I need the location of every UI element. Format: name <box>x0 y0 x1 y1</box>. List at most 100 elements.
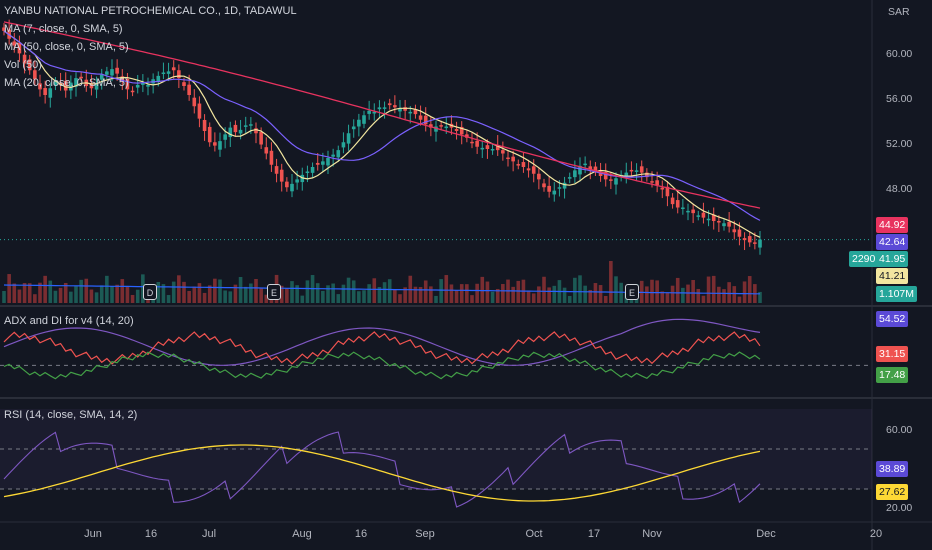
volume-bar <box>120 279 125 303</box>
main-legend: YANBU NATIONAL PETROCHEMICAL CO., 1D, TA… <box>4 2 297 92</box>
volume-bar <box>393 289 397 303</box>
candle <box>531 166 536 174</box>
volume-bar <box>48 280 53 303</box>
volume-bar <box>722 289 726 303</box>
volume-bar <box>218 279 222 303</box>
candle <box>747 236 752 243</box>
volume-bar <box>7 274 11 303</box>
volume-bar <box>418 287 423 303</box>
volume-bar <box>207 285 212 303</box>
candle <box>279 169 284 182</box>
volume-bar <box>372 278 377 303</box>
volume-bar <box>485 281 490 303</box>
volume-bar <box>326 285 330 303</box>
volume-bar <box>490 291 495 303</box>
price-tick: 48.00 <box>886 183 913 195</box>
candle <box>331 154 335 157</box>
time-label: Sep <box>415 528 435 540</box>
volume-bar <box>619 282 623 303</box>
volume-bar <box>562 287 567 303</box>
candle <box>475 140 479 147</box>
volume-bar <box>228 291 233 303</box>
symbol-title[interactable]: YANBU NATIONAL PETROCHEMICAL CO., 1D, TA… <box>4 5 297 17</box>
candle <box>681 207 685 209</box>
candle <box>588 166 593 170</box>
volume-bar <box>511 286 515 303</box>
volume-bar <box>213 278 217 303</box>
candle <box>135 84 140 88</box>
rsi-title[interactable]: RSI (14, close, SMA, 14, 2) <box>4 409 138 421</box>
candle <box>753 242 757 244</box>
earnings-marker[interactable]: E <box>625 284 639 300</box>
earnings-marker[interactable]: E <box>267 284 281 300</box>
volume-bar <box>459 284 464 303</box>
volume-bar <box>475 283 479 303</box>
candle <box>2 27 6 31</box>
volume-bar <box>655 280 659 303</box>
volume-bar <box>89 289 94 303</box>
volume-bar <box>141 274 145 303</box>
indicator-ma50[interactable]: MA (50, close, 0, SMA, 5) <box>4 41 129 53</box>
di-minus-badge: 31.15 <box>876 346 909 362</box>
ma20-line <box>3 30 761 221</box>
candle <box>629 169 634 172</box>
candle <box>418 115 423 120</box>
volume-bar <box>166 295 171 303</box>
volume-bar <box>423 280 428 303</box>
volume-bar <box>537 286 541 303</box>
time-label: Dec <box>756 528 776 540</box>
candle <box>459 126 464 135</box>
volume-bar <box>74 285 78 303</box>
volume-bar <box>567 295 572 303</box>
indicator-ma7[interactable]: MA (7, close, 0, SMA, 5) <box>4 23 123 35</box>
volume-bar <box>125 286 130 303</box>
candle <box>362 115 366 124</box>
volume-bar <box>254 279 258 303</box>
volume-bar <box>367 284 371 303</box>
volume-bar <box>192 286 197 303</box>
candle <box>465 134 469 138</box>
volume-bar <box>547 287 551 303</box>
di-plus-badge: 17.48 <box>876 367 909 383</box>
time-label: Jul <box>201 528 217 540</box>
volume-bar <box>346 277 351 303</box>
candle <box>89 83 94 89</box>
candle <box>382 107 387 109</box>
candle <box>526 168 531 171</box>
volume-bar <box>675 277 680 303</box>
volume-bar <box>238 277 243 303</box>
volume-bar <box>583 285 587 303</box>
candle <box>310 167 315 173</box>
volume-bar <box>696 288 701 303</box>
candle <box>351 126 356 130</box>
candle <box>192 97 197 107</box>
candle <box>33 70 37 80</box>
indicator-vol[interactable]: Vol (50) <box>4 59 42 71</box>
candle <box>547 185 551 192</box>
candle <box>706 218 711 221</box>
volume-bar <box>351 280 356 303</box>
volume-bar <box>197 283 202 303</box>
candle <box>722 223 726 227</box>
indicator-ma20[interactable]: MA (20, close, 0, SMA, 5) <box>4 77 129 89</box>
candle <box>454 128 459 131</box>
candle <box>578 165 582 175</box>
volume-bar <box>295 285 299 303</box>
rsi-ma-badge: 27.62 <box>876 484 909 500</box>
candle <box>470 141 474 144</box>
volume-value-badge: 2290 <box>849 251 879 267</box>
candle <box>197 103 202 119</box>
candle <box>48 88 53 98</box>
volume-bar <box>27 283 32 303</box>
adx-title[interactable]: ADX and DI for v4 (14, 20) <box>4 315 134 327</box>
time-label: Jun <box>84 528 102 540</box>
volume-bar <box>182 281 186 303</box>
candle <box>182 82 186 86</box>
candle <box>711 214 716 221</box>
candle <box>74 78 78 87</box>
dividend-marker[interactable]: D <box>143 284 157 300</box>
candle <box>732 229 737 233</box>
volume-bar <box>398 294 402 303</box>
